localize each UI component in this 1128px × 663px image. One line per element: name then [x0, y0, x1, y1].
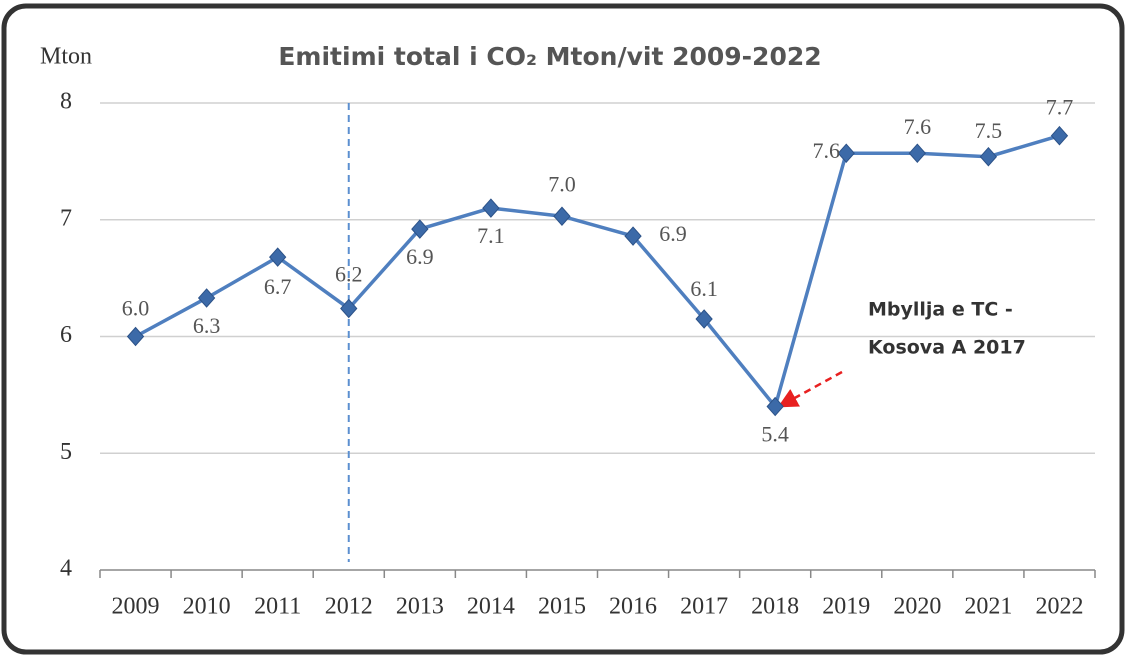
x-tick-label: 2014 [467, 594, 515, 620]
data-label: 5.4 [761, 422, 789, 447]
x-tick-label: 2011 [254, 594, 301, 620]
x-tick-label: 2021 [964, 594, 1012, 620]
annotation: Mbyllja e TC - [868, 299, 1013, 321]
data-label: 6.2 [335, 262, 363, 287]
data-label: 6.1 [690, 276, 718, 301]
chart-title: Emitimi total i CO₂ Mton/vit 2009-2022 [278, 42, 821, 71]
data-label: 7.0 [548, 171, 576, 196]
data-point [1050, 125, 1069, 146]
data-label: 6.3 [193, 313, 221, 338]
y-tick-label: 4 [60, 556, 72, 582]
y-tick-label: 8 [60, 89, 72, 115]
data-label: 6.0 [122, 296, 150, 321]
data-label: 6.9 [406, 244, 434, 269]
data-point [126, 326, 145, 347]
data-label: 6.9 [659, 221, 687, 246]
data-point [979, 146, 998, 167]
y-tick-label: 5 [60, 439, 72, 465]
data-label: 7.1 [477, 223, 505, 248]
data-point [695, 309, 713, 329]
data-point [766, 396, 784, 417]
data-point [340, 298, 358, 319]
x-tick-label: 2009 [112, 594, 160, 620]
x-tick-label: 2018 [751, 594, 799, 620]
y-tick-label: 7 [60, 205, 72, 231]
data-point [908, 143, 926, 163]
x-tick-label: 2016 [609, 594, 657, 620]
data-point [624, 226, 642, 246]
x-tick-label: 2015 [538, 594, 586, 620]
data-label: 7.6 [904, 114, 932, 139]
x-tick-label: 2013 [396, 594, 444, 620]
x-tick-label: 2022 [1035, 594, 1083, 620]
annotation: Kosova A 2017 [868, 337, 1026, 359]
y-tick-label: 6 [60, 322, 72, 348]
data-point [411, 219, 429, 239]
data-label: 6.7 [264, 274, 292, 299]
line [134, 134, 1060, 411]
x-tick-label: 2017 [680, 594, 728, 620]
data-point [482, 198, 500, 218]
x-tick-label: 2020 [893, 594, 941, 620]
data-label: 7.6 [813, 138, 841, 163]
data-point [269, 247, 287, 267]
y-axis-label: Mton [40, 44, 92, 70]
data-point [837, 143, 855, 163]
data-label: 7.7 [1046, 95, 1074, 120]
x-tick-label: 2012 [325, 594, 373, 620]
data-point [197, 288, 216, 308]
data-label: 7.5 [975, 118, 1003, 143]
x-tick-label: 2019 [822, 594, 870, 620]
data-point [553, 206, 571, 226]
x-tick-label: 2010 [183, 594, 231, 620]
